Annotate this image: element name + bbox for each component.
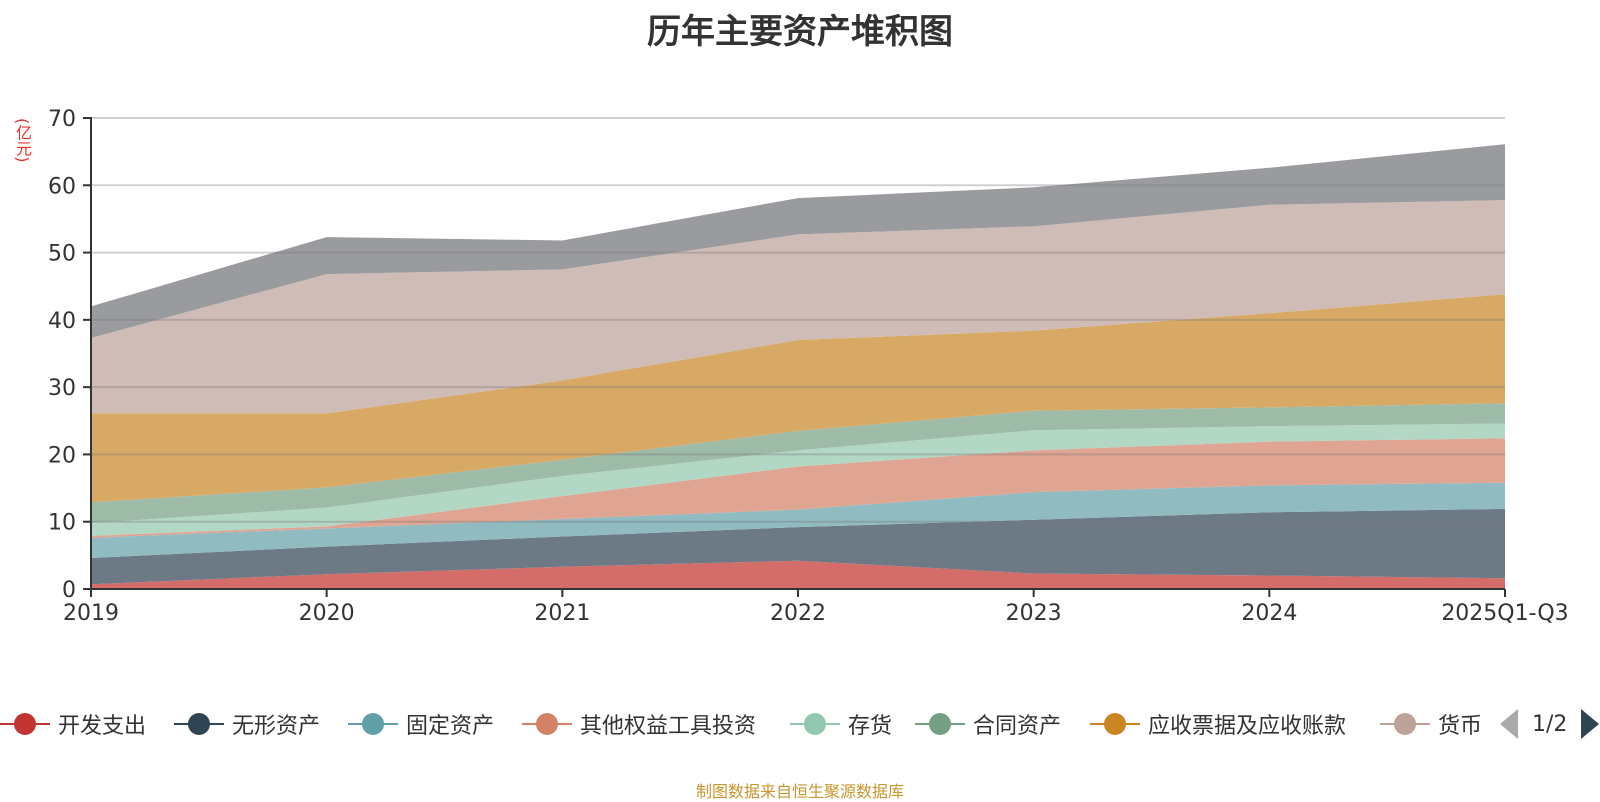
legend-item[interactable]: 无形资产	[174, 704, 320, 744]
y-tick-label: 20	[48, 443, 76, 468]
y-tick-label: 60	[48, 174, 76, 199]
area-series-4	[91, 423, 1505, 536]
legend-marker-icon	[174, 710, 224, 738]
legend-label: 货币资金	[1438, 714, 1480, 739]
x-tick-label: 2023	[1006, 601, 1062, 626]
area-series-2	[91, 482, 1505, 559]
legend-marker-icon	[1090, 710, 1140, 738]
x-tick-label: 2020	[299, 601, 355, 626]
x-tick-label: 2024	[1241, 601, 1297, 626]
legend-marker-icon	[348, 710, 398, 738]
x-tick-label: 2022	[770, 601, 826, 626]
legend-item[interactable]: 存货	[790, 704, 892, 744]
legend-marker-icon	[1380, 710, 1430, 738]
y-tick-label: 50	[48, 242, 76, 267]
legend-item[interactable]: 其他权益工具投资	[522, 704, 756, 744]
y-axis-unit-label: (亿元)	[13, 118, 32, 163]
area-series-7	[91, 200, 1505, 414]
legend-next-page-icon[interactable]	[1581, 709, 1600, 739]
area-series-0	[91, 560, 1505, 589]
legend-items: 开发支出 无形资产 固定资产 其他权益工具投资 存货 合同资产 应收票据及应收账款 货币资金	[0, 704, 1480, 744]
legend-label: 合同资产	[973, 714, 1062, 739]
legend-page-number: 1/2	[1532, 711, 1568, 737]
legend-label: 无形资产	[232, 714, 321, 739]
x-tick-label: 2025Q1-Q3	[1441, 601, 1568, 626]
legend-marker-icon	[0, 710, 50, 738]
legend-item[interactable]: 固定资产	[348, 704, 494, 744]
legend-pager: 1/2	[1500, 704, 1600, 744]
x-tick-label: 2019	[63, 601, 119, 626]
area-series-6	[91, 294, 1505, 503]
legend-item[interactable]: 应收票据及应收账款	[1090, 704, 1346, 744]
data-source-note: 制图数据来自恒生聚源数据库	[695, 782, 904, 801]
legend-marker-icon	[915, 710, 965, 738]
area-series-5	[91, 403, 1505, 524]
stacked-area-chart: 0 10 20 30 40 50 60 70 2019 2020 2021 2022 2023 2024 2…	[48, 107, 1569, 626]
axes: 0 10 20 30 40 50 60 70 2019 2020 2021 2022 2023 2024 2…	[48, 107, 1569, 626]
legend-label: 其他权益工具投资	[580, 714, 757, 739]
x-tick-label: 2021	[534, 601, 590, 626]
legend-label: 固定资产	[406, 714, 495, 739]
grid-lines	[91, 117, 1505, 523]
y-tick-label: 10	[48, 511, 76, 536]
legend: 开发支出无形资产固定资产其他权益工具投资存货合同资产应收票据及应收账款货币资金 …	[0, 704, 1600, 744]
y-tick-label: 40	[48, 309, 76, 334]
legend-prev-page-icon[interactable]	[1500, 709, 1518, 739]
legend-marker-icon	[522, 710, 572, 738]
legend-marker-icon	[790, 710, 840, 738]
chart-title: 历年主要资产堆积图	[647, 12, 953, 52]
legend-label: 存货	[848, 714, 893, 739]
legend-item[interactable]: 货币资金	[1380, 704, 1480, 744]
y-tick-label: 30	[48, 376, 76, 401]
area-series-8	[91, 144, 1505, 339]
legend-label: 开发支出	[58, 714, 147, 739]
area-series-3	[91, 438, 1505, 538]
area-series-1	[91, 508, 1505, 585]
legend-label: 应收票据及应收账款	[1148, 714, 1347, 739]
y-tick-label: 0	[62, 578, 76, 603]
legend-item[interactable]: 合同资产	[915, 704, 1061, 744]
legend-item[interactable]: 开发支出	[0, 704, 146, 744]
y-tick-label: 70	[48, 107, 76, 132]
area-layer	[91, 144, 1505, 589]
